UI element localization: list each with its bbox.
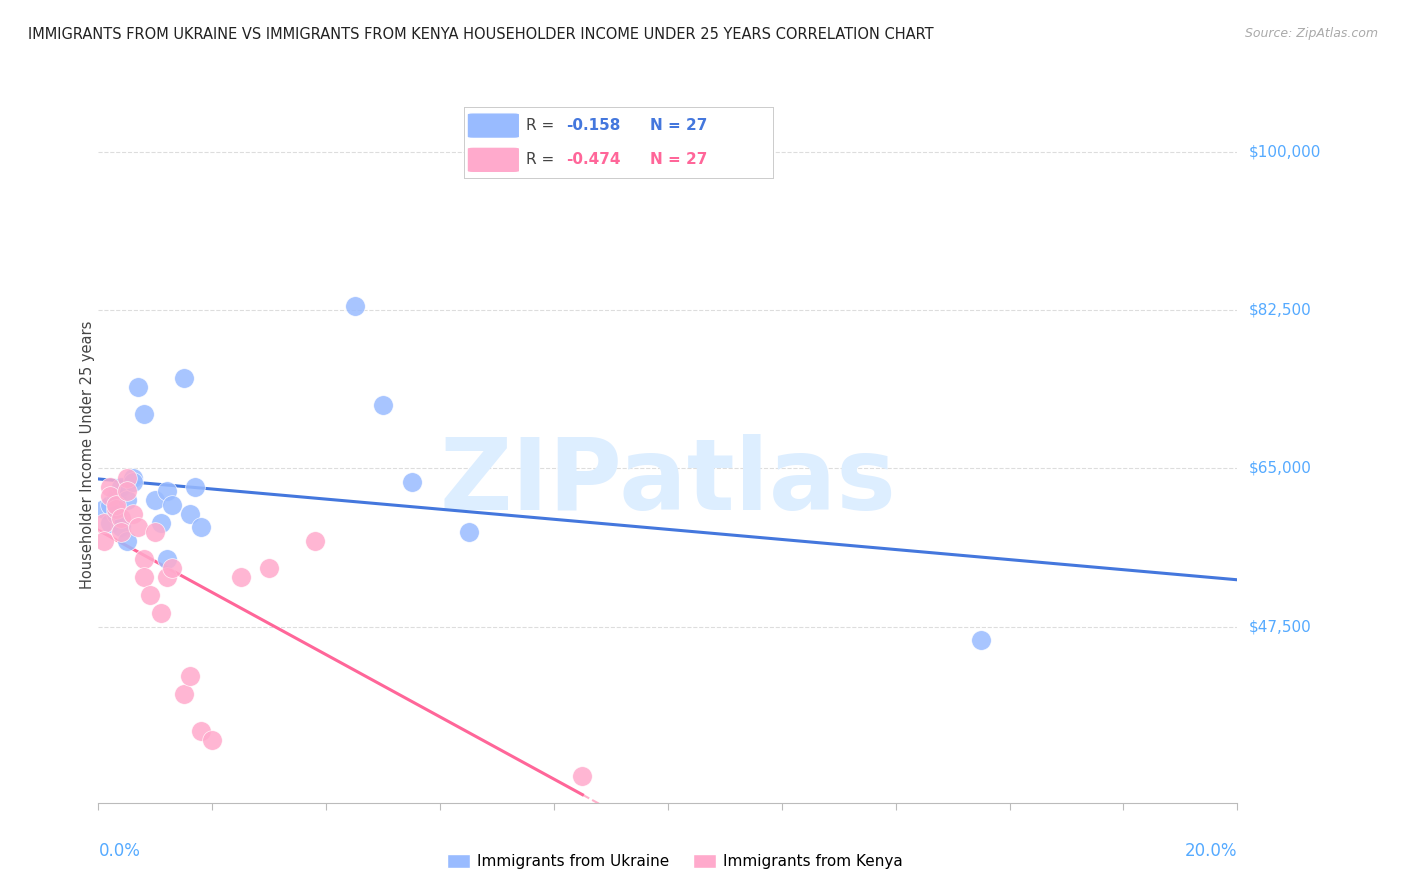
Point bbox=[259, 561, 281, 575]
Point bbox=[121, 470, 143, 484]
Text: R =: R = bbox=[526, 118, 560, 133]
Point bbox=[179, 669, 201, 683]
Point bbox=[104, 507, 127, 521]
Point bbox=[150, 606, 173, 620]
Text: Source: ZipAtlas.com: Source: ZipAtlas.com bbox=[1244, 27, 1378, 40]
Point bbox=[110, 479, 132, 493]
Point bbox=[127, 520, 149, 534]
Point bbox=[121, 475, 143, 489]
Point bbox=[145, 493, 167, 508]
Point bbox=[115, 484, 138, 499]
Point bbox=[115, 533, 138, 548]
Point bbox=[93, 502, 115, 516]
Point bbox=[104, 502, 127, 516]
Point bbox=[104, 498, 127, 512]
Text: 20.0%: 20.0% bbox=[1185, 842, 1237, 860]
Point bbox=[132, 570, 155, 584]
Point bbox=[457, 524, 479, 539]
Point bbox=[98, 479, 121, 493]
Point bbox=[98, 489, 121, 503]
Point bbox=[162, 498, 184, 512]
Point bbox=[121, 507, 143, 521]
Text: -0.158: -0.158 bbox=[567, 118, 620, 133]
FancyBboxPatch shape bbox=[467, 112, 520, 138]
Point bbox=[970, 633, 993, 648]
Text: 0.0%: 0.0% bbox=[98, 842, 141, 860]
Text: -0.474: -0.474 bbox=[567, 153, 620, 168]
Point bbox=[190, 520, 212, 534]
Point bbox=[343, 299, 366, 313]
Point bbox=[127, 380, 149, 394]
Point bbox=[190, 723, 212, 738]
Point bbox=[132, 551, 155, 566]
Point bbox=[304, 533, 326, 548]
Point bbox=[110, 524, 132, 539]
Point bbox=[98, 498, 121, 512]
Point bbox=[104, 489, 127, 503]
Point bbox=[173, 371, 195, 385]
Point bbox=[571, 769, 593, 783]
Point bbox=[150, 516, 173, 530]
Point bbox=[162, 561, 184, 575]
Point bbox=[132, 407, 155, 421]
Point bbox=[201, 732, 224, 747]
Point bbox=[110, 520, 132, 534]
Point bbox=[115, 493, 138, 508]
FancyBboxPatch shape bbox=[467, 147, 520, 173]
Point bbox=[184, 479, 207, 493]
Legend: Immigrants from Ukraine, Immigrants from Kenya: Immigrants from Ukraine, Immigrants from… bbox=[440, 848, 910, 875]
Point bbox=[156, 570, 179, 584]
Text: $100,000: $100,000 bbox=[1249, 145, 1320, 160]
Point bbox=[110, 511, 132, 525]
Text: R =: R = bbox=[526, 153, 560, 168]
Point bbox=[93, 533, 115, 548]
Point bbox=[138, 588, 160, 602]
Point bbox=[156, 484, 179, 499]
Y-axis label: Householder Income Under 25 years: Householder Income Under 25 years bbox=[80, 321, 94, 589]
Text: N = 27: N = 27 bbox=[650, 118, 707, 133]
Point bbox=[156, 551, 179, 566]
Point bbox=[173, 687, 195, 701]
Point bbox=[401, 475, 423, 489]
Point bbox=[373, 398, 395, 412]
Point bbox=[98, 516, 121, 530]
Text: ZIPatlas: ZIPatlas bbox=[440, 434, 896, 532]
Text: N = 27: N = 27 bbox=[650, 153, 707, 168]
Text: IMMIGRANTS FROM UKRAINE VS IMMIGRANTS FROM KENYA HOUSEHOLDER INCOME UNDER 25 YEA: IMMIGRANTS FROM UKRAINE VS IMMIGRANTS FR… bbox=[28, 27, 934, 42]
Point bbox=[115, 470, 138, 484]
Text: $65,000: $65,000 bbox=[1249, 461, 1312, 476]
Point bbox=[229, 570, 252, 584]
Point bbox=[179, 507, 201, 521]
Point bbox=[93, 516, 115, 530]
Text: $47,500: $47,500 bbox=[1249, 619, 1312, 634]
Text: $82,500: $82,500 bbox=[1249, 303, 1312, 318]
Point bbox=[145, 524, 167, 539]
